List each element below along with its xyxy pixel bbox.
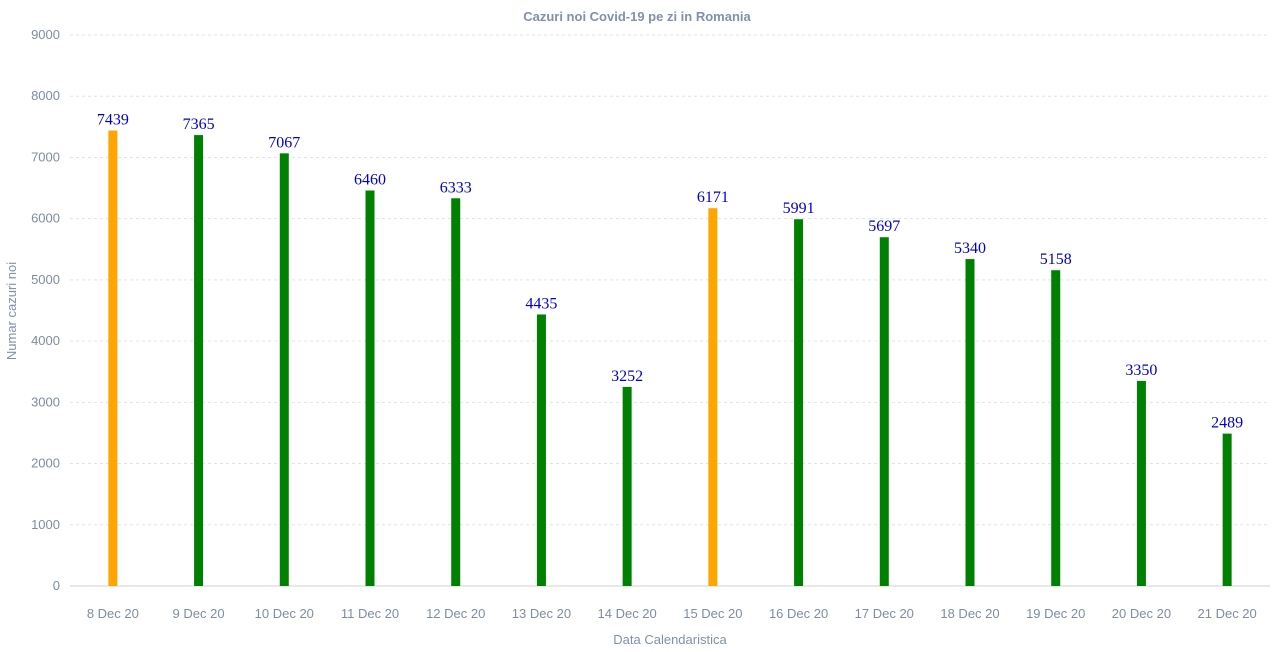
bar <box>965 259 975 586</box>
x-tick-label: 11 Dec 20 <box>341 606 399 621</box>
data-label: 5158 <box>1040 251 1072 268</box>
x-tick-label: 17 Dec 20 <box>855 606 914 621</box>
y-tick-label: 7000 <box>31 149 60 164</box>
data-label: 7067 <box>268 134 300 151</box>
x-tick-label: 18 Dec 20 <box>940 606 999 621</box>
x-tick-label: 13 Dec 20 <box>512 606 571 621</box>
bar <box>365 190 375 586</box>
bar <box>1222 433 1232 586</box>
x-tick-label: 21 Dec 20 <box>1198 606 1257 621</box>
bar <box>622 386 632 586</box>
y-tick-label: 0 <box>53 578 60 593</box>
bar <box>108 130 118 587</box>
chart-title: Cazuri noi Covid-19 pe zi in Romania <box>523 9 751 24</box>
data-label: 5991 <box>783 200 815 217</box>
y-tick-label: 9000 <box>31 27 60 42</box>
data-label: 7439 <box>97 112 129 129</box>
bar <box>1136 380 1146 586</box>
y-tick-label: 4000 <box>31 333 60 348</box>
y-tick-label: 2000 <box>31 456 60 471</box>
data-label: 6460 <box>354 172 386 189</box>
bars <box>108 130 1232 587</box>
y-tick-label: 5000 <box>31 272 60 287</box>
y-tick-label: 6000 <box>31 211 60 226</box>
x-tick-label: 9 Dec 20 <box>173 606 225 621</box>
x-tick-label: 19 Dec 20 <box>1026 606 1085 621</box>
gridlines <box>70 34 1270 587</box>
y-tick-label: 1000 <box>31 517 60 532</box>
y-axis-ticks: 0 1000 2000 3000 4000 5000 6000 7000 8000 9000 <box>31 27 60 593</box>
data-label: 6171 <box>697 189 729 206</box>
data-label: 5340 <box>954 240 986 257</box>
data-label: 5697 <box>868 218 900 235</box>
y-axis-title: Numar cazuri noi <box>4 262 19 360</box>
x-axis-title: Data Calendaristica <box>613 632 727 647</box>
x-tick-label: 16 Dec 20 <box>769 606 828 621</box>
bar <box>794 219 804 587</box>
bar <box>1051 270 1061 586</box>
x-axis-ticks: 8 Dec 20 9 Dec 20 10 Dec 20 11 Dec 20 12 Dec… <box>87 606 1257 621</box>
x-tick-label: 15 Dec 20 <box>683 606 742 621</box>
x-tick-label: 10 Dec 20 <box>255 606 314 621</box>
bar <box>536 314 546 586</box>
bar <box>451 198 461 586</box>
x-tick-label: 8 Dec 20 <box>87 606 139 621</box>
data-label: 6333 <box>440 179 472 196</box>
data-label: 4435 <box>525 295 557 312</box>
data-label: 7365 <box>183 116 215 133</box>
data-label: 3350 <box>1125 362 1157 379</box>
data-labels: 7439 7365 7067 6460 6333 4435 3252 6171 5991 5697… <box>97 112 1243 432</box>
x-tick-label: 12 Dec 20 <box>426 606 485 621</box>
bar <box>708 208 718 586</box>
y-tick-label: 8000 <box>31 88 60 103</box>
x-tick-label: 20 Dec 20 <box>1112 606 1171 621</box>
data-label: 3252 <box>611 368 643 385</box>
x-tick-label: 14 Dec 20 <box>598 606 657 621</box>
data-label: 2489 <box>1211 415 1243 432</box>
y-tick-label: 3000 <box>31 394 60 409</box>
bar <box>279 153 289 586</box>
bar <box>879 237 889 587</box>
bar <box>194 135 204 586</box>
